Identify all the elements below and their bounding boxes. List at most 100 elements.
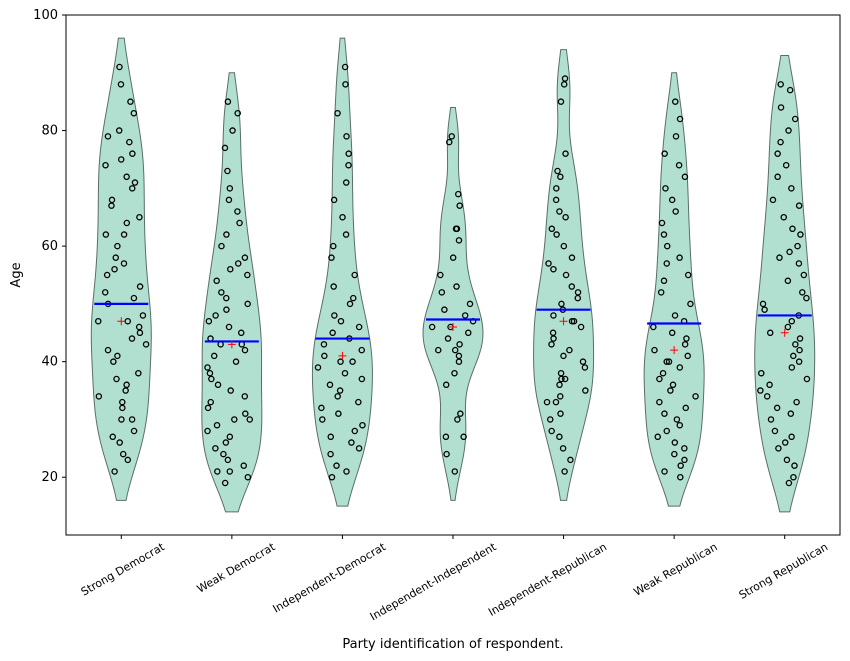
data-point [543,398,551,406]
data-point [552,196,560,204]
data-point [136,283,144,290]
data-point [451,346,459,354]
data-point [225,323,233,331]
data-point [210,352,218,360]
data-point [351,427,359,435]
data-point [455,237,463,244]
data-point [766,329,774,337]
data-point [117,156,125,163]
data-point [668,196,676,204]
data-point [763,393,771,400]
data-point [672,133,680,140]
data-point [131,179,139,186]
data-point [449,254,457,261]
y-tick-label: 100 [33,8,58,23]
data-point [225,196,233,204]
data-point [327,433,334,441]
data-point [242,410,249,417]
data-point [337,317,345,325]
median-marker [449,323,457,331]
data-point [221,479,229,487]
data-point [663,427,671,435]
data-point [437,271,444,279]
data-point [455,352,463,360]
data-point [453,283,460,290]
data-point [659,369,667,377]
data-point [790,352,797,360]
data-point [119,450,127,458]
data-point [777,138,784,146]
data-point [246,416,254,423]
data-point [342,81,349,88]
data-point [803,375,811,383]
data-point [461,312,469,319]
data-point [550,312,557,319]
data-point [124,456,132,464]
data-point [355,398,362,406]
data-point [128,335,136,342]
data-point [221,144,229,152]
data-point [142,341,150,348]
x-tick-label: Strong Democrat [79,540,168,599]
data-point [212,312,219,319]
data-point [757,387,764,394]
data-point [428,323,436,331]
data-point [466,300,474,308]
data-point [672,98,679,105]
data-point [548,225,556,233]
data-point [328,254,335,261]
data-point [795,260,803,267]
median-marker [117,317,126,326]
data-point [570,317,578,325]
data-point [460,433,467,441]
data-point [793,398,800,406]
data-point [224,167,231,175]
data-point [139,312,147,319]
data-point [135,369,142,377]
data-point [769,196,777,204]
violin [90,37,152,501]
data-point [101,289,109,296]
data-point [127,98,134,105]
data-point [758,369,765,377]
data-point [684,271,692,279]
data-point [557,98,565,105]
x-tick-label: Independent-Republican [486,540,609,618]
median-marker [559,317,568,326]
data-point [761,306,768,313]
data-point [660,231,668,238]
data-point [345,161,352,169]
data-point [136,213,143,221]
data-point [130,294,138,302]
data-point [681,445,688,452]
data-point [222,439,230,446]
data-point [438,289,446,296]
median-marker [670,346,679,355]
data-point [557,393,564,400]
data-point [556,433,563,441]
data-point [227,387,234,394]
data-point [796,335,804,342]
data-point [205,317,213,325]
data-point [234,260,242,267]
violin [311,37,373,507]
data-point [671,450,678,458]
data-point [339,213,346,221]
data-point [341,369,349,377]
data-point [687,300,694,308]
y-tick-label: 60 [41,239,58,254]
data-point [123,173,130,181]
data-point [326,381,334,389]
data-point [351,271,358,279]
data-point [548,427,555,435]
data-point [314,364,322,371]
data-point [668,329,676,337]
data-point [334,109,341,117]
data-point [671,439,679,446]
data-point [554,167,561,175]
data-point [122,387,129,394]
data-point [330,283,337,290]
data-point [796,346,803,354]
data-point [355,323,363,331]
data-point [784,277,792,285]
